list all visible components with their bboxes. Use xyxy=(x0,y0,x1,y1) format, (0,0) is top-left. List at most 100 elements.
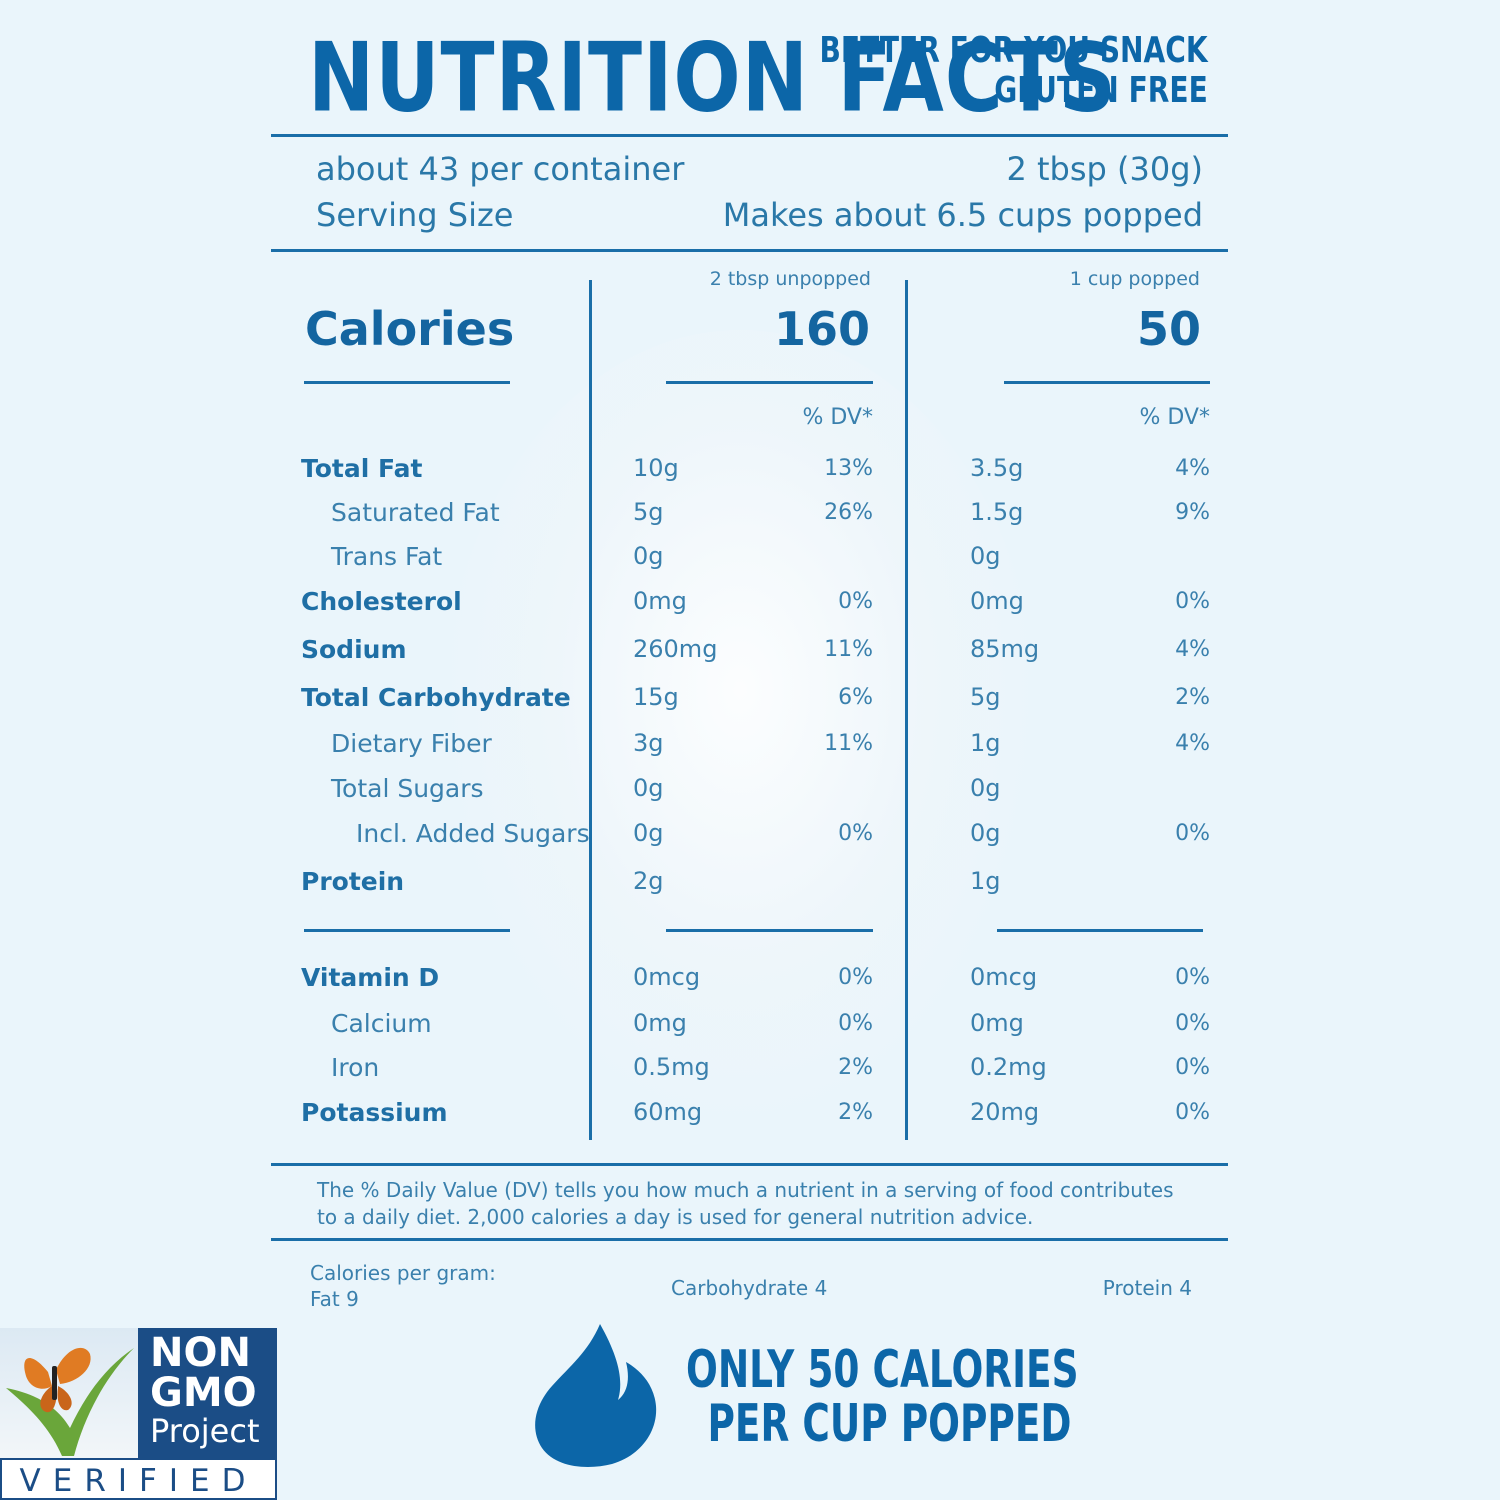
calories-rule-label xyxy=(304,381,510,384)
nutrient-amount-unpopped: 2g xyxy=(633,867,664,895)
calories-popped: 50 xyxy=(1136,302,1201,356)
vitamin-rule-label xyxy=(304,929,510,932)
promo-line-2: PER CUP POPPED xyxy=(707,1394,1072,1454)
nutrient-label-vitamin-d: Vitamin D xyxy=(301,963,440,992)
nutrient-amount-unpopped: 0mg xyxy=(633,587,687,615)
nutrient-dv-popped: 0% xyxy=(1175,965,1210,990)
nutrient-amount-unpopped: 0g xyxy=(633,542,664,570)
daily-value-footnote: The % Daily Value (DV) tells you how muc… xyxy=(317,1178,1174,1229)
calories-rule-popped xyxy=(1004,381,1210,384)
badge-gmo: GMO xyxy=(150,1370,257,1416)
nutrient-dv-unpopped: 13% xyxy=(824,456,873,481)
nutrient-amount-popped: 0mg xyxy=(970,587,1024,615)
nutrient-label-total-fat: Total Fat xyxy=(301,454,423,483)
nutrient-amount-popped: 3.5g xyxy=(970,454,1024,482)
nutrient-dv-unpopped: 11% xyxy=(824,637,873,662)
nutrient-amount-unpopped: 10g xyxy=(633,454,679,482)
flame-icon xyxy=(535,1324,657,1467)
promo-line-1: ONLY 50 CALORIES xyxy=(686,1340,1079,1400)
dv-header-unpopped: % DV* xyxy=(802,405,873,430)
calories-per-gram-fat: Fat 9 xyxy=(310,1287,359,1311)
nutrient-dv-unpopped: 26% xyxy=(824,500,873,525)
tagline-gluten-free: GLUTEN FREE xyxy=(994,70,1208,111)
nutrient-dv-popped: 0% xyxy=(1175,821,1210,846)
nutrient-amount-popped: 5g xyxy=(970,683,1001,711)
badge-project: Project xyxy=(150,1412,260,1450)
nutrient-label-potassium: Potassium xyxy=(301,1098,448,1127)
serving-size-amount: 2 tbsp (30g) xyxy=(1006,150,1203,188)
nutrient-amount-unpopped: 5g xyxy=(633,498,664,526)
serving-size-label: Serving Size xyxy=(316,196,514,234)
nutrient-label-trans-fat: Trans Fat xyxy=(331,542,443,571)
nutrient-amount-unpopped: 0g xyxy=(633,774,664,802)
calories-per-gram-carbohydrate: Carbohydrate 4 xyxy=(671,1276,828,1300)
nutrient-dv-unpopped: 0% xyxy=(838,589,873,614)
divider-top xyxy=(271,134,1228,137)
calories-per-gram-label: Calories per gram: xyxy=(310,1261,496,1285)
nutrient-label-total-sugars: Total Sugars xyxy=(331,774,484,803)
nutrient-amount-popped: 20mg xyxy=(970,1098,1040,1126)
nutrient-dv-popped: 2% xyxy=(1175,685,1210,710)
nutrient-amount-popped: 1g xyxy=(970,729,1001,757)
nutrient-dv-unpopped: 6% xyxy=(838,685,873,710)
butterfly-icon xyxy=(6,1347,134,1456)
nutrient-dv-unpopped: 11% xyxy=(824,731,873,756)
nutrient-dv-unpopped: 2% xyxy=(838,1055,873,1080)
nutrient-label-protein: Protein xyxy=(301,867,405,896)
column-header-unpopped: 2 tbsp unpopped xyxy=(709,268,871,290)
calories-unpopped: 160 xyxy=(773,302,870,356)
nutrient-amount-popped: 1g xyxy=(970,867,1001,895)
nutrient-amount-unpopped: 15g xyxy=(633,683,679,711)
nutrient-label-iron: Iron xyxy=(331,1053,380,1082)
nutrient-amount-unpopped: 3g xyxy=(633,729,664,757)
nutrient-dv-unpopped: 0% xyxy=(838,965,873,990)
page-title: NUTRITION FACTS xyxy=(308,22,1117,134)
nutrient-dv-unpopped: 2% xyxy=(838,1100,873,1125)
dv-header-popped: % DV* xyxy=(1139,405,1210,430)
divider-footnote xyxy=(271,1163,1228,1166)
nutrient-amount-popped: 0g xyxy=(970,542,1001,570)
calories-rule-unpopped xyxy=(666,381,873,384)
nutrient-dv-popped: 0% xyxy=(1175,589,1210,614)
nutrient-dv-popped: 0% xyxy=(1175,1055,1210,1080)
nutrient-label-calcium: Calcium xyxy=(331,1009,432,1038)
servings-per-container: about 43 per container xyxy=(316,150,685,188)
nutrient-amount-popped: 85mg xyxy=(970,635,1040,663)
nutrient-label-cholesterol: Cholesterol xyxy=(301,587,462,616)
vitamin-rule-unpopped xyxy=(666,929,873,932)
column-divider-2 xyxy=(905,280,908,1140)
calories-per-gram-protein: Protein 4 xyxy=(1102,1276,1192,1300)
badge-verified-bar: VERIFIED xyxy=(0,1458,277,1500)
badge-art xyxy=(0,1328,138,1458)
nutrient-label-incl-added-sugars: Incl. Added Sugars xyxy=(356,819,590,848)
nutrient-amount-popped: 1.5g xyxy=(970,498,1024,526)
nutrient-label-total-carbohydrate: Total Carbohydrate xyxy=(301,683,571,712)
nutrient-label-sodium: Sodium xyxy=(301,635,407,664)
nutrient-amount-popped: 0.2mg xyxy=(970,1053,1047,1081)
nutrient-amount-popped: 0mcg xyxy=(970,963,1038,991)
column-header-popped: 1 cup popped xyxy=(1069,268,1200,290)
nutrient-amount-unpopped: 260mg xyxy=(633,635,718,663)
column-divider-1 xyxy=(589,280,592,1140)
badge-panel: NON GMO Project xyxy=(138,1328,277,1458)
popcorn-bowl-background xyxy=(440,330,1040,1130)
nutrient-dv-popped: 4% xyxy=(1175,456,1210,481)
nutrient-amount-popped: 0g xyxy=(970,819,1001,847)
nutrient-dv-popped: 4% xyxy=(1175,731,1210,756)
divider-bottom xyxy=(271,1238,1228,1241)
nutrient-amount-popped: 0g xyxy=(970,774,1001,802)
nutrient-amount-unpopped: 0mcg xyxy=(633,963,701,991)
badge-non: NON xyxy=(150,1330,251,1376)
badge-verified: VERIFIED xyxy=(19,1463,258,1499)
nutrient-amount-unpopped: 60mg xyxy=(633,1098,703,1126)
nutrient-dv-popped: 4% xyxy=(1175,637,1210,662)
nutrient-dv-unpopped: 0% xyxy=(838,821,873,846)
calorie-promo: ONLY 50 CALORIES PER CUP POPPED xyxy=(686,1343,1079,1451)
nutrient-amount-unpopped: 0mg xyxy=(633,1009,687,1037)
nutrient-amount-popped: 0mg xyxy=(970,1009,1024,1037)
vitamin-rule-popped xyxy=(997,929,1203,932)
nutrient-dv-unpopped: 0% xyxy=(838,1011,873,1036)
nutrient-dv-popped: 9% xyxy=(1175,500,1210,525)
popped-yield: Makes about 6.5 cups popped xyxy=(722,196,1203,234)
non-gmo-badge: NON GMO Project VERIFIED xyxy=(0,1328,277,1500)
